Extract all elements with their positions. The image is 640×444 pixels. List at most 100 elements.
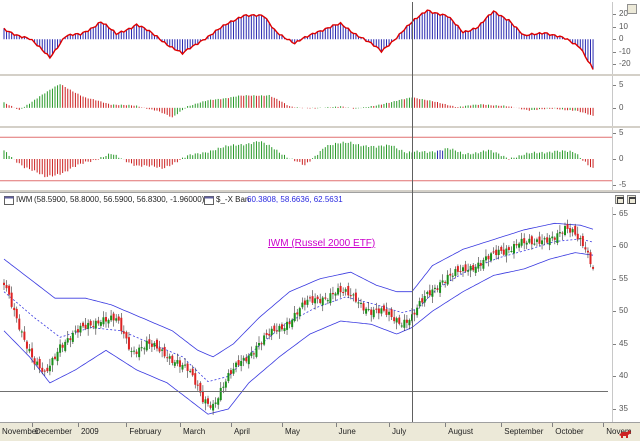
restore-button[interactable] — [615, 195, 624, 204]
y-tick-mark — [613, 39, 616, 41]
candle-body — [184, 364, 187, 366]
candle-body — [329, 293, 332, 304]
candle-body — [469, 265, 472, 271]
candle-body — [232, 368, 235, 374]
candle-body — [153, 342, 156, 347]
x-tick-label: September — [504, 427, 544, 436]
candle-body — [13, 307, 16, 311]
candle-body — [166, 357, 169, 359]
x-tick-mark — [445, 423, 447, 427]
candle-body — [64, 341, 67, 351]
candle-body — [20, 331, 23, 333]
candle-body — [156, 339, 158, 349]
candle-body — [99, 322, 102, 326]
candle-body — [89, 320, 92, 326]
candle-body — [495, 249, 498, 256]
candle-body — [326, 300, 329, 302]
candle-body — [477, 262, 480, 269]
candle-body — [497, 249, 500, 255]
candle-body — [436, 288, 439, 290]
candle-body — [74, 330, 77, 332]
y-tick-label: -5 — [619, 179, 627, 189]
candle-body — [105, 317, 107, 322]
candle-body — [33, 358, 36, 365]
oscillator-3-plot — [0, 136, 612, 182]
oscillator-1-scale: 20 10 0 -10 -20 — [612, 2, 640, 74]
middle-band-line — [3, 238, 594, 383]
candle-body — [581, 235, 584, 247]
candle-body — [357, 302, 360, 304]
x-tick-mark — [389, 423, 391, 427]
y-tick-label: 35 — [619, 403, 628, 413]
candle-body — [36, 361, 39, 365]
candle-body — [196, 384, 199, 386]
candle-body — [229, 370, 232, 374]
time-axis[interactable]: November December 2009 February March April Ma… — [0, 422, 640, 441]
bull-logo-icon — [618, 426, 632, 438]
candle-body — [15, 308, 18, 319]
candle-body — [464, 264, 467, 272]
candle-body — [275, 330, 278, 332]
x-tick-label: August — [448, 427, 474, 436]
horizontal-line — [0, 391, 608, 392]
candle-body — [456, 266, 459, 272]
x-tick-label: April — [233, 427, 250, 436]
price-panel — [0, 207, 612, 422]
upper-band-line — [3, 222, 594, 358]
candle-body — [178, 360, 181, 367]
candle-body — [38, 358, 41, 369]
candle-body — [574, 225, 577, 235]
candle-body — [520, 238, 523, 246]
candle-body — [439, 282, 442, 293]
candle-body — [446, 274, 449, 285]
candle-body — [393, 317, 396, 322]
price-scale: 65 60 55 50 45 40 35 — [612, 207, 640, 422]
panel-divider[interactable] — [0, 74, 640, 76]
candle-body — [303, 300, 306, 305]
panel-divider[interactable] — [0, 190, 640, 192]
y-tick-label: 40 — [619, 371, 628, 381]
y-tick-label: 50 — [619, 306, 628, 316]
y-tick-mark — [613, 133, 616, 135]
candle-body — [566, 224, 569, 229]
candle-body — [525, 242, 528, 245]
candle-body — [487, 255, 490, 260]
x-tick-mark — [77, 423, 79, 427]
y-tick-mark — [613, 246, 616, 248]
y-tick-label: 5 — [619, 128, 624, 138]
candle-body — [255, 345, 258, 357]
oscillator-2-plot — [3, 84, 594, 118]
candle-body — [130, 351, 133, 353]
candle-body — [135, 351, 138, 354]
candle-body — [278, 325, 281, 332]
candle-body — [56, 351, 59, 362]
candle-body — [354, 292, 357, 302]
candle-body — [222, 386, 225, 388]
crosshair-line — [412, 2, 413, 422]
candle-body — [316, 296, 319, 300]
candle-body — [138, 347, 141, 358]
candle-body — [492, 251, 495, 253]
candle-body — [395, 318, 398, 323]
candle-body — [158, 347, 161, 352]
panel-divider[interactable] — [0, 126, 640, 128]
x-tick-mark — [335, 423, 337, 427]
x-tick-mark — [501, 423, 503, 427]
candle-body — [298, 308, 301, 317]
candle-body — [564, 226, 566, 236]
chart-title: IWM (Russel 2000 ETF) — [268, 238, 376, 249]
x-tick-label: November — [2, 427, 39, 436]
y-tick-mark — [613, 107, 616, 109]
candle-body — [561, 232, 564, 234]
maximize-button[interactable] — [627, 195, 636, 204]
candle-body — [367, 309, 370, 311]
candle-body — [291, 319, 294, 328]
candle-body — [444, 281, 447, 283]
candle-body — [31, 348, 34, 358]
panel-settings-icon[interactable] — [627, 4, 637, 14]
y-tick-mark — [613, 159, 616, 160]
y-tick-label: 65 — [619, 208, 628, 218]
candle-body — [28, 348, 31, 352]
candle-body — [523, 238, 526, 244]
